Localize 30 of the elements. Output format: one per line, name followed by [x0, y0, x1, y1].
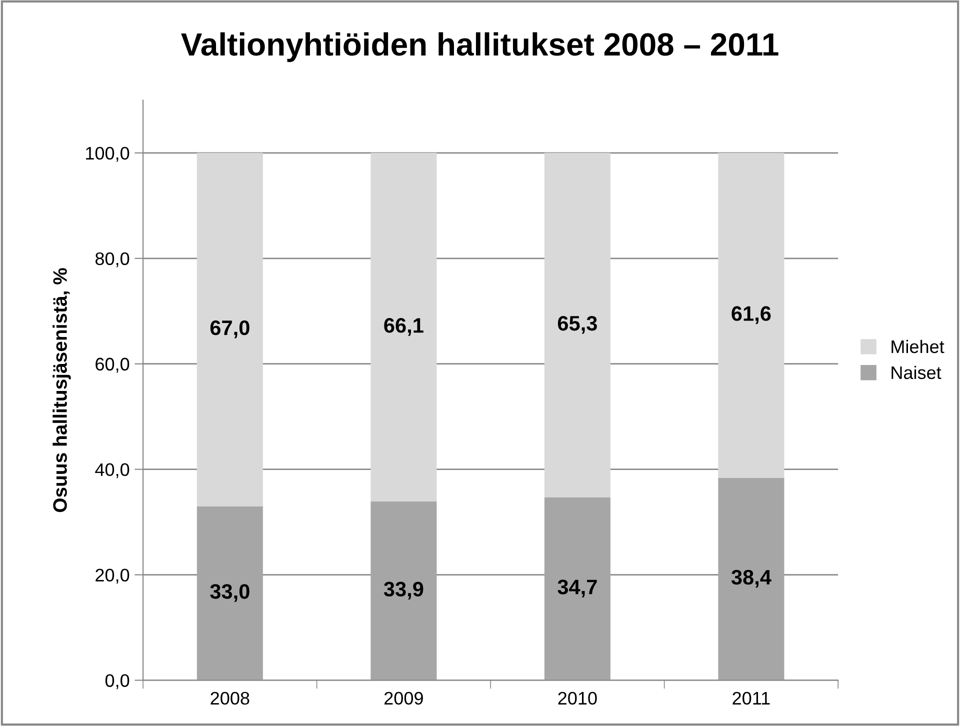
data-label: 33,0 [210, 584, 250, 602]
bar [370, 501, 437, 680]
data-label: 33,9 [384, 582, 424, 600]
x-tick-label: 2009 [384, 692, 423, 705]
y-tick-label: 80,0 [95, 252, 130, 268]
bar [544, 497, 610, 680]
y-tick-label: 100,0 [86, 146, 130, 162]
chart-title: Valtionyhtiöiden hallitukset 2008 – 2011 [181, 32, 778, 62]
y-tick-label: 0,0 [105, 674, 130, 690]
data-label: 34,7 [558, 580, 597, 598]
data-label: 67,0 [210, 320, 250, 338]
x-tick-label: 2010 [558, 692, 597, 705]
legend-label: Miehet [892, 340, 944, 354]
bar [544, 152, 610, 498]
legend-label: Naiset [892, 366, 942, 380]
data-label: 66,1 [384, 318, 424, 336]
bar [718, 478, 784, 680]
data-label: 65,3 [558, 316, 597, 334]
x-tick-label: 2008 [210, 692, 250, 705]
bar [370, 152, 437, 502]
data-label: 61,6 [732, 306, 771, 324]
x-tick-label: 2011 [732, 692, 770, 705]
data-label: 38,4 [731, 570, 772, 588]
bar [196, 152, 263, 506]
bar [718, 152, 784, 478]
y-axis-title: Osuus hallitusjäsenistä, % [52, 268, 71, 512]
y-tick-label: 40,0 [95, 463, 130, 478]
bar [196, 506, 263, 680]
y-tick-label: 20,0 [96, 568, 130, 584]
y-tick-label: 60,0 [96, 358, 130, 373]
